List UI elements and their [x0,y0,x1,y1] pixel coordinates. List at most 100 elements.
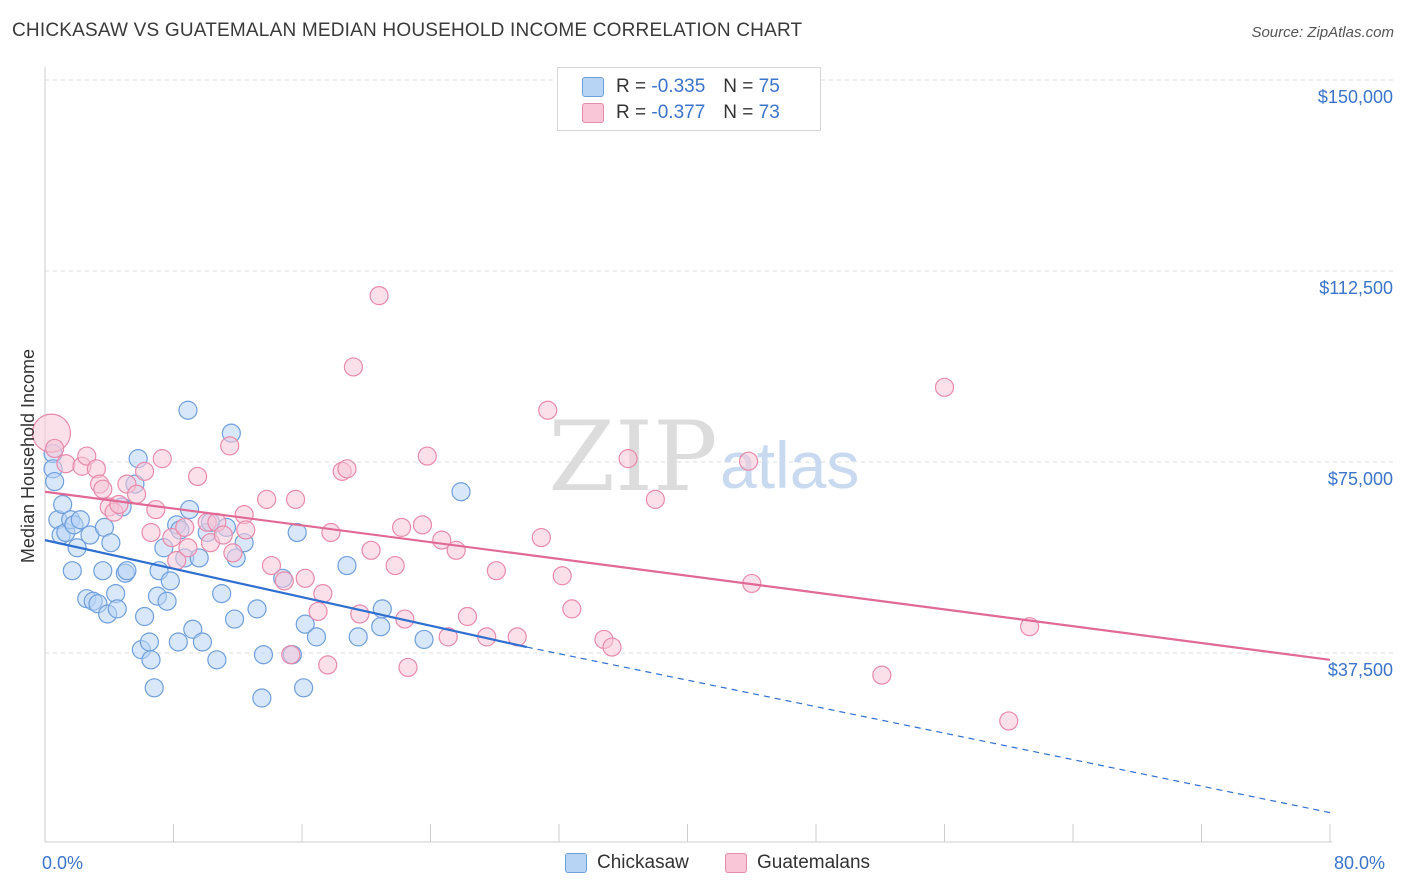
guatemalan-point [391,517,412,537]
y-tick-label: $37,500 [1328,660,1393,680]
guatemalan-point [45,438,65,459]
chickasaw-point [134,606,155,627]
chickasaw-point [252,688,272,708]
y-tick-label: $112,500 [1319,278,1393,298]
y-tick-label: $75,000 [1328,469,1393,489]
legend-series-name: Guatemalans [757,852,871,873]
chickasaw-point [168,632,188,652]
guatemalan-point [77,446,97,466]
guatemalan-point [412,515,433,535]
legend-box: R = -0.335 N = 75 R = -0.377 N = 73 [557,67,821,131]
guatemalan-point [531,527,551,548]
x-tick-label-max: 80.0% [1334,853,1386,873]
guatemalan-point [552,566,572,586]
guatemalan-point [872,665,892,685]
chickasaw-point [101,533,121,553]
guatemalan-point [141,522,161,543]
chickasaw-point [295,614,315,634]
chickasaw-point [414,629,434,650]
trend-lines [44,490,1331,814]
guatemalan-point [417,446,437,466]
guatemalan-point [321,522,341,543]
legend-r-label: R = [616,76,647,97]
legend-n-label: N = [723,76,754,97]
legend-n-value: 75 [758,76,780,97]
chickasaw-point [157,591,177,611]
chickasaw-point [348,627,368,647]
guatemalan-point [385,555,405,576]
bottom-legend-guatemalans[interactable]: Guatemalans [725,852,870,874]
y-axis-label: Median Household Income [18,349,38,563]
guatemalan-point [93,479,113,499]
tick-labels: $37,500 $75,000 $112,500 $150,000 [1318,87,1393,680]
guatemalan-point [738,451,759,471]
chickasaw-point [371,617,391,637]
legend-row-chickasaw: R = -0.335 N = 75 [582,74,780,100]
bottom-legend-chickasaw[interactable]: Chickasaw [565,852,689,874]
guatemalan-point [109,494,129,515]
legend-swatch-chickasaw [582,77,604,97]
guatemalan-point [486,561,506,581]
legend-series-name: Chickasaw [597,852,689,873]
legend-row-guatemalans: R = -0.377 N = 73 [582,100,780,126]
watermark: ZIP atlas [548,401,859,513]
guatemalan-point [369,286,389,306]
guatemalan-point [261,555,282,576]
chickasaw-point [183,619,203,639]
y-tick-label: $150,000 [1318,87,1393,107]
guatemalan-point [562,599,582,619]
guatemalan-point [361,540,381,560]
legend-n-value: 73 [758,102,780,123]
guatemalan-point [257,489,277,509]
legend-n-label: N = [723,102,754,123]
chickasaw-point [178,400,198,420]
chickasaw-point [107,599,127,619]
guatemalan-point [213,525,233,545]
guatemalan-point [236,520,256,540]
guatemalan-point [223,543,243,563]
x-tick-label-min: 0.0% [42,853,84,873]
guatemalan-point [457,606,478,627]
chickasaw-point [253,645,274,665]
guatemalan-point [56,454,76,474]
legend-r-label: R = [616,102,647,123]
guatemalan-point [152,449,172,469]
guatemalan-point [337,459,357,479]
chickasaw-point [160,571,180,591]
chickasaw-point [224,609,245,629]
grid-lines [45,79,1395,654]
guatemalan-point [220,436,240,456]
legend-r-value: -0.377 [651,102,706,123]
guatemalan-point [178,538,198,558]
guatemalan-point [438,627,458,647]
guatemalan-point [343,357,363,377]
chickasaw-point [337,555,357,576]
guatemalan-trend-line [44,490,1331,661]
chickasaw-point [53,494,73,515]
guatemalan-point [318,655,338,675]
chickasaw-point [93,561,113,581]
guatemalan-point [602,637,622,657]
chickasaw-point [192,632,213,652]
guatemalan-point [281,645,301,665]
guatemalan-point [146,499,166,520]
chickasaw-point [144,678,164,698]
chickasaw-point [70,510,90,530]
chickasaw-point [294,678,314,698]
guatemalan-point [538,400,558,420]
legend-swatch-guatemalans [725,853,747,873]
guatemalan-point [285,489,306,509]
legend-r-value: -0.335 [651,76,706,97]
chickasaw-point [207,650,227,670]
guatemalan-point [162,527,182,548]
chickasaw-point [45,471,65,492]
source-credit: Source: ZipAtlas.com [1251,24,1394,41]
chickasaw-point [306,627,327,647]
chickasaw-point [212,583,232,604]
legend-swatch-guatemalans [582,103,604,123]
guatemalan-point [134,461,155,481]
legend-swatch-chickasaw [565,853,587,873]
guatemalan-point [999,711,1019,731]
data-points [31,286,1040,731]
